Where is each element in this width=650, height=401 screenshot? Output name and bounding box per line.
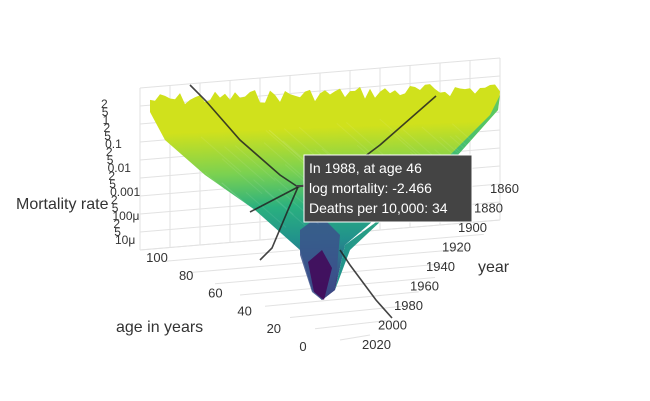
z-tick-label: 100μ bbox=[113, 209, 140, 223]
z-tick-label: 2 bbox=[104, 121, 111, 135]
y-tick-label: 1920 bbox=[442, 240, 471, 255]
y-tick-label: 2000 bbox=[378, 318, 407, 333]
surface-streak bbox=[449, 135, 491, 172]
x-tick-label: 60 bbox=[208, 286, 222, 301]
x-tick-label: 0 bbox=[299, 339, 306, 354]
surface-streak bbox=[221, 182, 263, 219]
surface-streak bbox=[451, 123, 493, 160]
surface-streak bbox=[221, 158, 263, 195]
y-tick-label: 1880 bbox=[474, 201, 503, 216]
x-axis-title: age in years bbox=[116, 319, 203, 336]
hover-line-front bbox=[339, 249, 393, 319]
z-tick-label: 5 bbox=[114, 225, 121, 239]
x-tick-label: 20 bbox=[267, 321, 281, 336]
surface-streak bbox=[189, 173, 231, 210]
y-tick-label: 1980 bbox=[394, 298, 423, 313]
surface-streak bbox=[245, 192, 287, 228]
z-tick-label: 2 bbox=[101, 97, 108, 111]
tick-labels: 100 80 60 40 20 0 1860 1880 1900 1920 1940 1960 1980… bbox=[101, 97, 519, 354]
surface-streak bbox=[345, 121, 387, 158]
hover-line-age-ext bbox=[249, 186, 299, 213]
z-tick-label: 2 bbox=[108, 169, 115, 183]
grid-line bbox=[239, 277, 436, 296]
z-tick-label: 5 bbox=[109, 177, 116, 191]
z-tick-label: 5 bbox=[102, 105, 109, 119]
surface-streak bbox=[263, 142, 305, 178]
hover-line-drop bbox=[259, 186, 299, 261]
x-tick-label: 100 bbox=[146, 250, 168, 265]
z-tick-label: 10μ bbox=[115, 233, 135, 247]
surface-streak bbox=[253, 179, 294, 216]
grid-line bbox=[264, 291, 419, 307]
z-axis-title: Mortality rate bbox=[16, 196, 109, 213]
tooltip-line-3: Deaths per 10,000: 34 bbox=[309, 200, 448, 216]
z-tick-label: 5 bbox=[112, 201, 119, 215]
surface-streak bbox=[268, 129, 310, 166]
y-tick-label: 2020 bbox=[362, 337, 391, 352]
surface-streak bbox=[268, 129, 310, 166]
x-tick-label: 80 bbox=[179, 268, 193, 283]
surface-streak bbox=[224, 146, 265, 182]
z-tick-label: 1 bbox=[103, 113, 110, 127]
surface-streak bbox=[234, 145, 276, 181]
tooltip-line-1: In 1988, at age 46 bbox=[309, 160, 422, 176]
y-tick-label: 1960 bbox=[410, 279, 439, 294]
y-tick-label: 1900 bbox=[458, 220, 487, 235]
z-tick-label: 0.01 bbox=[108, 161, 132, 175]
surface-streak bbox=[177, 210, 218, 247]
z-tick-label: 5 bbox=[107, 153, 114, 167]
y-axis-title: year bbox=[478, 259, 510, 276]
surface-streak bbox=[218, 194, 259, 231]
surface-streak bbox=[177, 162, 219, 199]
z-tick-label: 0.1 bbox=[105, 137, 122, 151]
z-tick-label: 2 bbox=[111, 193, 118, 207]
surface-streak bbox=[379, 118, 421, 155]
x-tick-label: 40 bbox=[237, 303, 251, 318]
surface-streak bbox=[455, 135, 496, 171]
y-tick-label: 1860 bbox=[490, 181, 519, 196]
tooltip-line-2: log mortality: -2.466 bbox=[309, 180, 432, 196]
hover-tooltip: In 1988, at age 46 log mortality: -2.466… bbox=[296, 154, 473, 223]
surface-streak bbox=[264, 190, 306, 226]
surface-streak bbox=[454, 147, 496, 183]
surface-streak bbox=[221, 182, 262, 219]
grid-line bbox=[314, 320, 387, 330]
surface-streak bbox=[204, 172, 246, 208]
surface-streak bbox=[174, 151, 216, 187]
z-tick-label: 0.001 bbox=[110, 185, 140, 199]
z-tick-label: 2 bbox=[113, 217, 120, 231]
surface-trough-deep bbox=[308, 250, 332, 300]
z-tick-label: 2 bbox=[106, 145, 113, 159]
y-tick-label: 1940 bbox=[426, 259, 455, 274]
surface-streak bbox=[265, 130, 307, 166]
surface-streak bbox=[176, 162, 218, 199]
surface-streak bbox=[240, 204, 281, 241]
tooltip-box bbox=[303, 154, 473, 223]
surface-streak bbox=[200, 136, 242, 173]
z-tick-label: 5 bbox=[104, 129, 111, 143]
hover-line-age bbox=[189, 84, 299, 188]
grid-line bbox=[339, 334, 371, 341]
